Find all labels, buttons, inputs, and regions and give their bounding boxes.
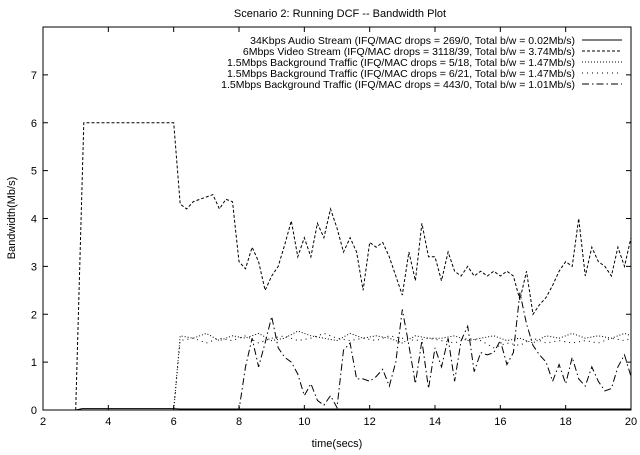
legend-entry-label: 6Mbps Video Stream (IFQ/MAC drops = 3118… bbox=[243, 46, 575, 58]
legend-entry-label: 1.5Mbps Background Traffic (IFQ/MAC drop… bbox=[227, 68, 575, 80]
y-tick-label: 6 bbox=[31, 118, 37, 130]
x-tick-label: 12 bbox=[364, 416, 376, 428]
y-axis-label: Bandwidth(Mb/s) bbox=[6, 177, 18, 260]
x-tick-label: 16 bbox=[494, 416, 506, 428]
x-tick-label: 14 bbox=[429, 416, 441, 428]
x-tick-label: 18 bbox=[560, 416, 572, 428]
y-tick-label: 3 bbox=[31, 261, 37, 273]
y-tick-label: 4 bbox=[31, 214, 37, 226]
series-line-2 bbox=[75, 122, 632, 411]
x-tick-label: 2 bbox=[40, 416, 46, 428]
legend-entry-label: 1.5Mbps Background Traffic (IFQ/MAC drop… bbox=[227, 57, 575, 69]
x-axis-label: time(secs) bbox=[312, 438, 363, 450]
y-tick-label: 0 bbox=[31, 405, 37, 417]
chart-title: Scenario 2: Running DCF -- Bandwidth Plo… bbox=[234, 8, 446, 20]
series-line-4 bbox=[75, 332, 632, 411]
legend-entry-label: 34Kbps Audio Stream (IFQ/MAC drops = 269… bbox=[250, 35, 575, 47]
x-tick-label: 6 bbox=[171, 416, 177, 428]
x-axis: 2 4 6 8 10 12 14 16 18 20 bbox=[40, 27, 637, 428]
y-tick-label: 7 bbox=[31, 70, 37, 82]
x-tick-label: 20 bbox=[625, 416, 637, 428]
x-tick-label: 4 bbox=[105, 416, 111, 428]
y-tick-label: 2 bbox=[31, 309, 37, 321]
legend-entry-label: 1.5Mbps Background Traffic (IFQ/MAC drop… bbox=[221, 79, 575, 91]
legend: 34Kbps Audio Stream (IFQ/MAC drops = 269… bbox=[221, 35, 622, 91]
y-tick-label: 5 bbox=[31, 166, 37, 178]
y-axis: 0 1 2 3 4 5 6 7 bbox=[31, 70, 631, 417]
x-tick-label: 10 bbox=[298, 416, 310, 428]
series-line-5 bbox=[75, 292, 632, 411]
series-line-3 bbox=[75, 330, 632, 411]
x-tick-label: 8 bbox=[236, 416, 242, 428]
series-layer bbox=[75, 122, 632, 411]
y-tick-label: 1 bbox=[31, 357, 37, 369]
